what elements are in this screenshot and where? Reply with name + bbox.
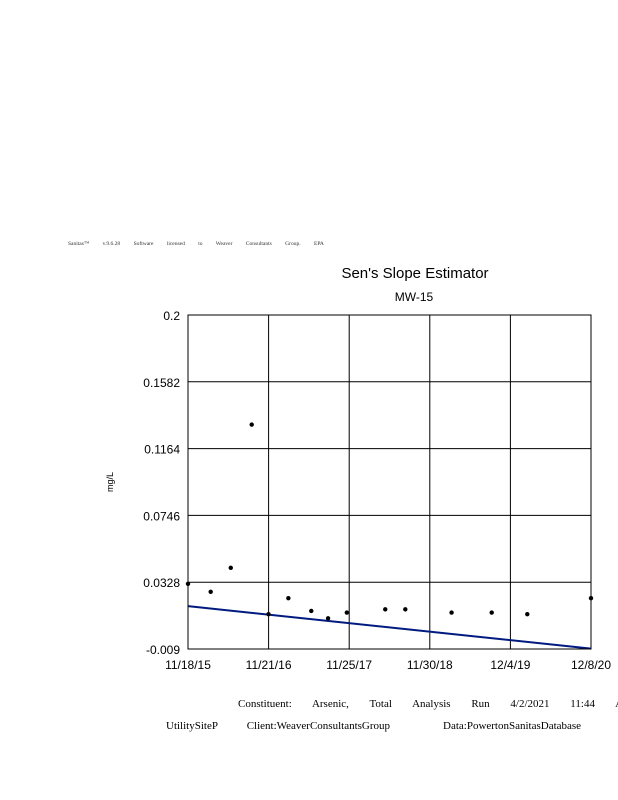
footer-line-1: Constituent: Arsenic, Total Analysis Run…	[238, 698, 618, 710]
chart-subtitle: MW-15	[395, 290, 434, 304]
data-point	[403, 607, 408, 612]
trend-line	[187, 605, 592, 650]
footer-word: Arsenic,	[311, 698, 349, 710]
plot-frame	[187, 314, 592, 650]
data-point	[266, 611, 271, 617]
y-tick-label: 0.2	[163, 309, 180, 323]
trend-line-group	[187, 605, 592, 650]
license-text: Sanitas™ v.9.6.28 Software licensed to W…	[68, 241, 336, 247]
x-tick-label: 11/18/15	[165, 658, 211, 672]
data-point	[309, 608, 314, 614]
footer-word: Run	[471, 698, 490, 710]
footer-word: 11:44	[570, 698, 595, 710]
license-word: Software	[133, 241, 154, 247]
data-point	[344, 610, 350, 615]
data-point	[228, 565, 233, 571]
data-point	[449, 610, 454, 615]
license-word: Sanitas™	[68, 241, 90, 247]
license-word: Consultants	[245, 241, 272, 247]
data-point	[325, 616, 331, 621]
x-tick-label: 12/8/20	[571, 658, 611, 672]
footer-word: Total	[369, 698, 392, 710]
footer-line-2-left: UtilitySiteP Client:WeaverConsultantsGro…	[166, 720, 408, 732]
footer-site: UtilitySiteP	[166, 720, 218, 732]
license-word: v.9.6.28	[102, 241, 121, 247]
footer-data: Data:PowertonSanitasDatabase	[443, 720, 582, 732]
footer-word: 4/2/2021	[510, 698, 550, 710]
license-word: Weaver	[215, 241, 233, 247]
grid-lines	[187, 314, 592, 650]
data-point	[249, 422, 254, 427]
footer-word: Constituent:	[238, 698, 292, 710]
license-word: licensed	[166, 241, 185, 247]
y-tick-label: 0.1582	[143, 376, 180, 390]
data-points	[185, 422, 594, 621]
x-tick-label: 12/4/19	[490, 658, 530, 672]
x-tick-label: 11/30/18	[407, 658, 453, 672]
y-axis-label: mg/L	[105, 472, 115, 492]
footer-word: AM	[615, 698, 618, 710]
data-point	[489, 610, 494, 615]
chart-title: Sen's Slope Estimator	[341, 265, 488, 282]
license-word: Group.	[285, 241, 301, 247]
footer-client: Client:WeaverConsultantsGroup	[246, 720, 391, 732]
footer-line-2-right: Data:PowertonSanitasDatabase	[443, 720, 581, 732]
data-point	[383, 607, 388, 612]
x-tick-label: 11/25/17	[326, 658, 372, 672]
data-point	[208, 589, 213, 594]
x-tick-labels: 11/18/15 11/21/16 11/25/17 11/30/18 12/4/19 1…	[165, 658, 611, 672]
license-word: to	[198, 241, 203, 247]
footer-word: Analysis	[412, 698, 451, 710]
data-point	[525, 611, 530, 617]
x-tick-label: 11/21/16	[246, 658, 292, 672]
y-tick-label: 0.0746	[143, 509, 180, 523]
license-word: EPA	[313, 241, 324, 247]
data-point	[286, 595, 291, 601]
y-tick-label: 0.1164	[144, 443, 180, 457]
y-tick-label: 0.0328	[143, 576, 180, 590]
y-tick-labels: 0.2 0.1582 0.1164 0.0746 0.0328 -0.009	[143, 309, 180, 657]
y-tick-label: -0.009	[146, 643, 180, 657]
